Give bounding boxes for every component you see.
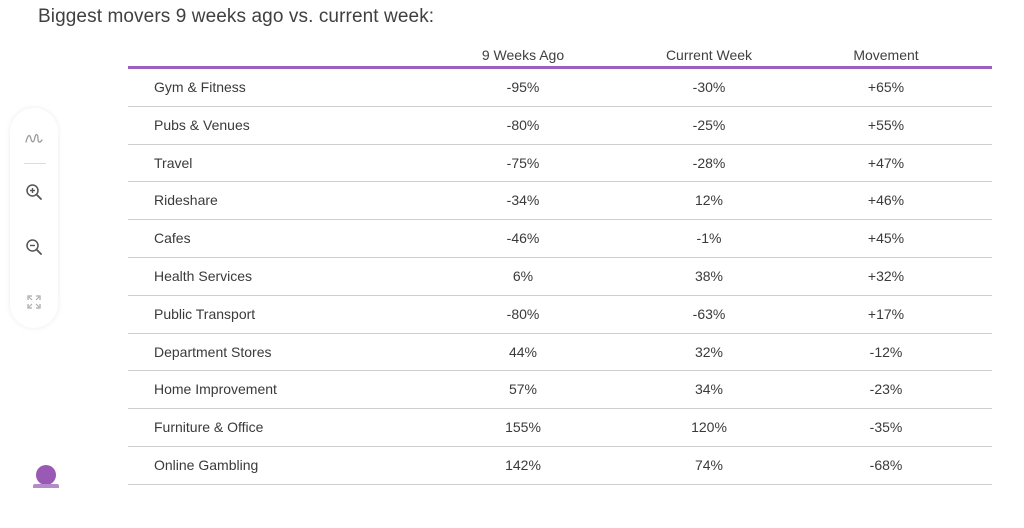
table-row: Gym & Fitness -95% -30% +65%: [128, 69, 992, 107]
toolbar-divider: [24, 163, 46, 164]
table-header: 9 Weeks Ago Current Week Movement: [128, 44, 992, 69]
category-cell: Furniture & Office: [154, 419, 264, 436]
header-current-week: Current Week: [665, 47, 753, 63]
current-week-cell: 74%: [694, 456, 724, 473]
nine-weeks-ago-cell: -80%: [506, 305, 540, 322]
movement-cell: +45%: [867, 230, 905, 247]
current-week-cell: 120%: [691, 419, 727, 436]
current-week-cell: 12%: [694, 192, 724, 209]
current-week-cell: -1%: [696, 230, 722, 247]
header-movement: Movement: [853, 47, 919, 63]
nine-weeks-ago-cell: -34%: [506, 192, 540, 209]
side-toolbar: [10, 108, 58, 328]
zoom-in-icon[interactable]: [22, 180, 46, 204]
category-cell: Pubs & Venues: [154, 116, 250, 133]
fit-screen-icon[interactable]: [22, 290, 46, 314]
movement-cell: -68%: [869, 456, 903, 473]
current-week-cell: 38%: [694, 267, 724, 284]
nine-weeks-ago-cell: 6%: [512, 267, 534, 284]
movement-cell: -35%: [869, 419, 903, 436]
movers-table: 9 Weeks Ago Current Week Movement Gym & …: [128, 44, 992, 485]
table-body: Gym & Fitness -95% -30% +65% Pubs & Venues -8…: [128, 69, 992, 485]
category-cell: Home Improvement: [154, 381, 277, 398]
nine-weeks-ago-cell: 57%: [508, 381, 538, 398]
category-cell: Gym & Fitness: [154, 79, 246, 95]
nine-weeks-ago-cell: -80%: [506, 116, 540, 133]
table-row: Public Transport -80% -63% +17%: [128, 296, 992, 334]
movement-cell: +46%: [867, 192, 905, 209]
movement-cell: +17%: [867, 305, 905, 322]
movement-cell: +55%: [867, 116, 905, 133]
category-cell: Department Stores: [154, 343, 272, 360]
table-row: Department Stores 44% 32% -12%: [128, 334, 992, 372]
movement-cell: +65%: [867, 79, 905, 95]
current-week-cell: 32%: [694, 343, 724, 360]
pen-icon[interactable]: [22, 126, 46, 150]
current-week-cell: -25%: [692, 116, 726, 133]
table-row: Rideshare -34% 12% +46%: [128, 182, 992, 221]
nine-weeks-ago-cell: -95%: [506, 79, 540, 95]
zoom-out-icon[interactable]: [22, 235, 46, 259]
table-row: Online Gambling 142% 74% -68%: [128, 447, 992, 485]
page-title: Biggest movers 9 weeks ago vs. current w…: [38, 6, 435, 27]
category-cell: Health Services: [154, 267, 253, 284]
movement-cell: +32%: [867, 267, 905, 284]
category-cell: Public Transport: [154, 305, 256, 322]
table-row: Furniture & Office 155% 120% -35%: [128, 409, 992, 447]
table-row: Pubs & Venues -80% -25% +55%: [128, 107, 992, 145]
nine-weeks-ago-cell: 44%: [508, 343, 538, 360]
header-9-weeks-ago: 9 Weeks Ago: [481, 47, 565, 63]
table-row: Home Improvement 57% 34% -23%: [128, 371, 992, 410]
nine-weeks-ago-cell: -46%: [506, 230, 540, 247]
avatar-base: [33, 484, 59, 488]
nine-weeks-ago-cell: -75%: [506, 154, 540, 171]
table-row: Cafes -46% -1% +45%: [128, 220, 992, 258]
table-row: Travel -75% -28% +47%: [128, 145, 992, 183]
movement-cell: +47%: [867, 154, 905, 171]
category-cell: Cafes: [154, 230, 191, 247]
current-week-cell: 34%: [694, 381, 724, 398]
category-cell: Rideshare: [154, 192, 218, 209]
nine-weeks-ago-cell: 155%: [505, 419, 541, 436]
current-week-cell: -63%: [692, 305, 726, 322]
nine-weeks-ago-cell: 142%: [505, 456, 541, 473]
category-cell: Travel: [154, 154, 193, 171]
current-week-cell: -30%: [692, 79, 726, 95]
category-cell: Online Gambling: [154, 456, 259, 473]
movement-cell: -12%: [869, 343, 903, 360]
movement-cell: -23%: [869, 381, 903, 398]
avatar[interactable]: [36, 465, 56, 485]
table-row: Health Services 6% 38% +32%: [128, 258, 992, 296]
current-week-cell: -28%: [692, 154, 726, 171]
